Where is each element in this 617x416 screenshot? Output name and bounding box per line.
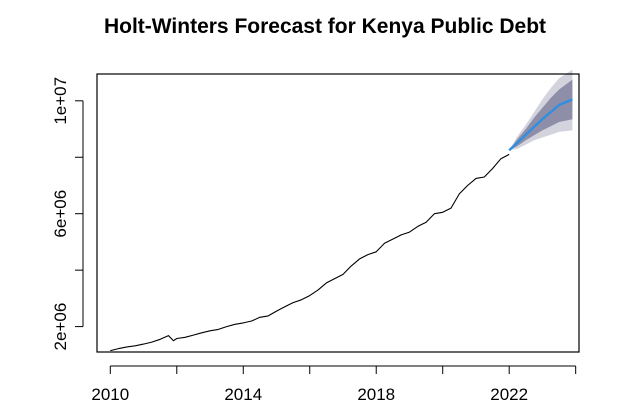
forecast-series-line bbox=[508, 98, 573, 152]
x-tick-label: 2014 bbox=[224, 385, 262, 404]
y-tick-label: 1e+07 bbox=[51, 77, 70, 125]
observed-series-line bbox=[110, 153, 510, 352]
chart-title: Holt-Winters Forecast for Kenya Public D… bbox=[104, 15, 546, 38]
y-tick-label: 2e+06 bbox=[51, 303, 70, 351]
x-tick-label: 2022 bbox=[490, 385, 528, 404]
x-axis: 2010 2014 2018 2022 bbox=[91, 365, 577, 404]
y-tick-label: 6e+06 bbox=[51, 190, 70, 238]
x-tick-label: 2018 bbox=[357, 385, 395, 404]
plot-frame bbox=[96, 73, 580, 353]
forecast-intervals bbox=[509, 69, 573, 151]
x-tick-label: 2010 bbox=[91, 385, 129, 404]
y-axis: 2e+06 6e+06 1e+07 bbox=[51, 77, 84, 351]
interval-80-band bbox=[509, 79, 573, 151]
series-lines bbox=[110, 98, 573, 352]
